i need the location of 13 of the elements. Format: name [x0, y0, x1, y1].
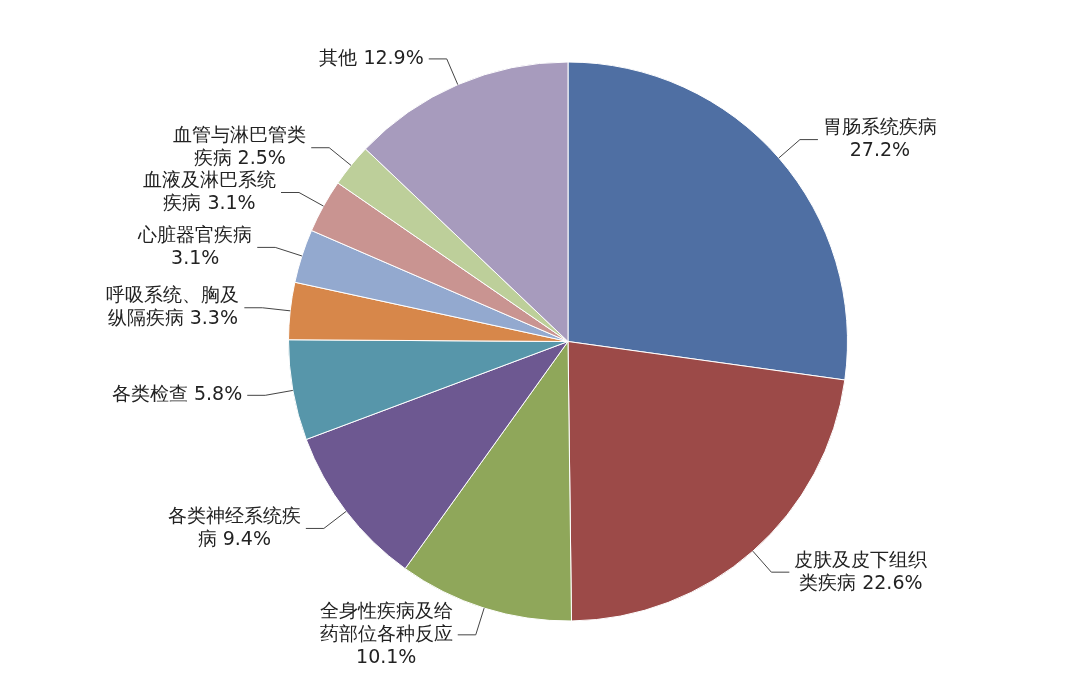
data-label: 10.1% [356, 644, 417, 667]
slice-label: 呼吸系统、胸及纵隔疾病 3.3% [106, 283, 240, 329]
slice-label: 胃肠系统疾病 [822, 115, 937, 138]
slice-label: 其他 12.9% [319, 45, 424, 68]
slice-label: 血管与淋巴管类疾病 2.5% [173, 123, 307, 169]
slice-label: 皮肤及皮下组织类疾病 22.6% [794, 547, 928, 593]
slice-label: 各类神经系统疾病 9.4% [167, 503, 301, 549]
slice-label: 血液及淋巴系统疾病 3.1% [143, 167, 276, 213]
slice-label: 各类检查 5.8% [111, 382, 243, 405]
slice-label: 全身性疾病及给药部位各种反应 [319, 598, 453, 644]
data-label: 3.1% [171, 245, 220, 268]
data-label: 27.2% [849, 138, 911, 161]
slice-label: 心脏器官疾病 [137, 222, 253, 245]
